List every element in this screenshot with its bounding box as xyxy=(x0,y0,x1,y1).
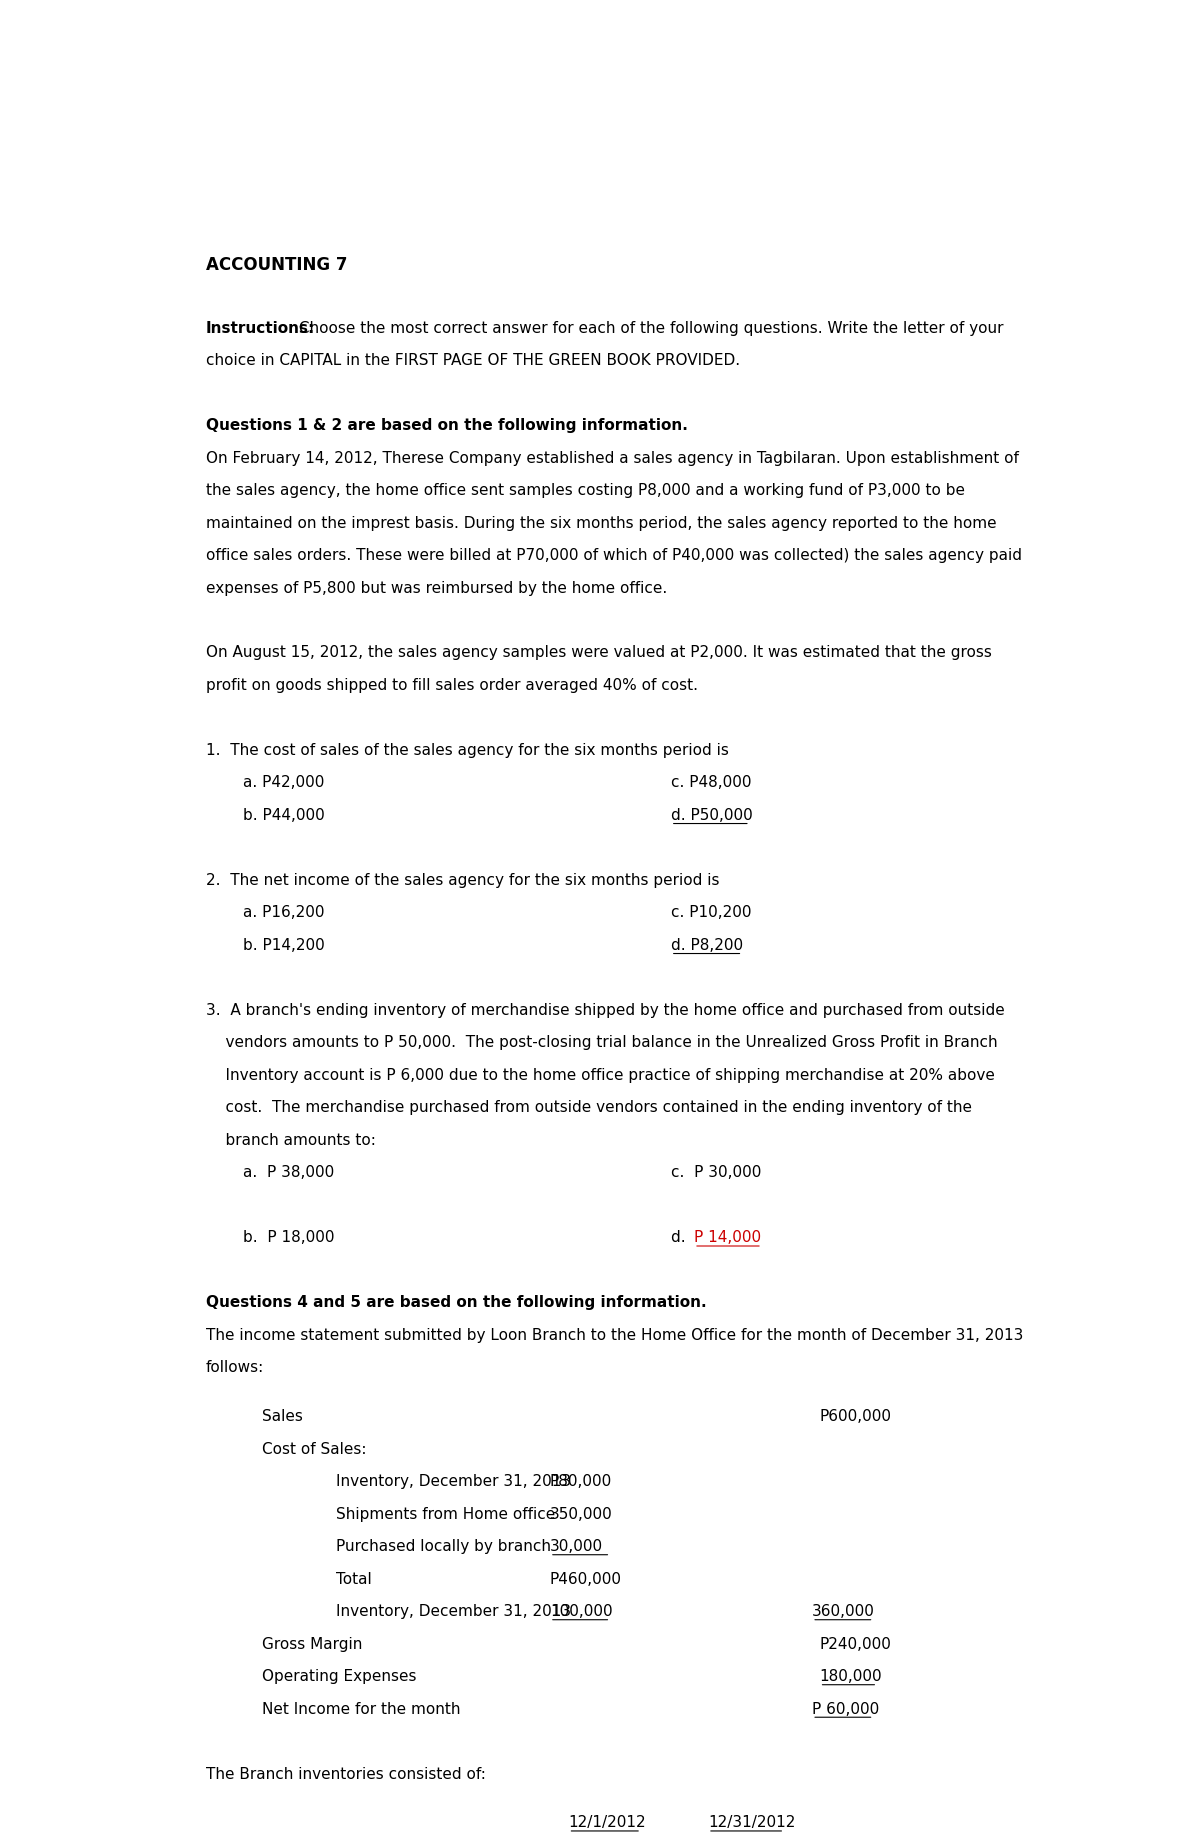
Text: Gross Margin: Gross Margin xyxy=(262,1637,362,1652)
Text: 30,000: 30,000 xyxy=(550,1540,604,1554)
Text: P 14,000: P 14,000 xyxy=(694,1231,761,1246)
Text: a. P42,000: a. P42,000 xyxy=(242,776,324,791)
Text: P 60,000: P 60,000 xyxy=(812,1701,880,1718)
Text: the sales agency, the home office sent samples costing P8,000 and a working fund: the sales agency, the home office sent s… xyxy=(206,483,965,497)
Text: Cost of Sales:: Cost of Sales: xyxy=(262,1442,366,1457)
Text: d.: d. xyxy=(671,1231,695,1246)
Text: P240,000: P240,000 xyxy=(820,1637,892,1652)
Text: vendors amounts to P 50,000.  The post-closing trial balance in the Unrealized G: vendors amounts to P 50,000. The post-cl… xyxy=(206,1035,997,1050)
Text: 180,000: 180,000 xyxy=(820,1670,882,1685)
Text: Inventory, December 31, 2013: Inventory, December 31, 2013 xyxy=(336,1604,571,1618)
Text: 12/1/2012: 12/1/2012 xyxy=(569,1815,646,1831)
Text: ACCOUNTING 7: ACCOUNTING 7 xyxy=(206,255,347,273)
Text: expenses of P5,800 but was reimbursed by the home office.: expenses of P5,800 but was reimbursed by… xyxy=(206,580,667,596)
Text: Net Income for the month: Net Income for the month xyxy=(262,1701,460,1718)
Text: 3.  A branch's ending inventory of merchandise shipped by the home office and pu: 3. A branch's ending inventory of mercha… xyxy=(206,1004,1004,1018)
Text: d. P8,200: d. P8,200 xyxy=(671,938,743,952)
Text: On February 14, 2012, Therese Company established a sales agency in Tagbilaran. : On February 14, 2012, Therese Company es… xyxy=(206,451,1019,466)
Text: branch amounts to:: branch amounts to: xyxy=(206,1132,376,1149)
Text: 360,000: 360,000 xyxy=(812,1604,875,1618)
Text: c. P48,000: c. P48,000 xyxy=(671,776,751,791)
Text: P600,000: P600,000 xyxy=(820,1409,892,1424)
Text: a. P16,200: a. P16,200 xyxy=(242,905,324,921)
Text: Purchased locally by branch: Purchased locally by branch xyxy=(336,1540,551,1554)
Text: Shipments from Home office: Shipments from Home office xyxy=(336,1507,556,1521)
Text: 1.  The cost of sales of the sales agency for the six months period is: 1. The cost of sales of the sales agency… xyxy=(206,743,728,758)
Text: profit on goods shipped to fill sales order averaged 40% of cost.: profit on goods shipped to fill sales or… xyxy=(206,677,698,694)
Text: choice in CAPITAL in the FIRST PAGE OF THE GREEN BOOK PROVIDED.: choice in CAPITAL in the FIRST PAGE OF T… xyxy=(206,352,740,369)
Text: office sales orders. These were billed at P70,000 of which of P40,000 was collec: office sales orders. These were billed a… xyxy=(206,549,1022,563)
Text: cost.  The merchandise purchased from outside vendors contained in the ending in: cost. The merchandise purchased from out… xyxy=(206,1101,972,1116)
Text: 100,000: 100,000 xyxy=(550,1604,612,1618)
Text: P80,000: P80,000 xyxy=(550,1474,612,1490)
Text: The Branch inventories consisted of:: The Branch inventories consisted of: xyxy=(206,1767,486,1782)
Text: b.  P 18,000: b. P 18,000 xyxy=(242,1231,335,1246)
Text: b. P44,000: b. P44,000 xyxy=(242,807,325,822)
Text: Operating Expenses: Operating Expenses xyxy=(262,1670,416,1685)
Text: Inventory, December 31, 2013: Inventory, December 31, 2013 xyxy=(336,1474,571,1490)
Text: Sales: Sales xyxy=(262,1409,302,1424)
Text: On August 15, 2012, the sales agency samples were valued at P2,000. It was estim: On August 15, 2012, the sales agency sam… xyxy=(206,646,991,661)
Text: Questions 4 and 5 are based on the following information.: Questions 4 and 5 are based on the follo… xyxy=(206,1296,707,1310)
Text: The income statement submitted by Loon Branch to the Home Office for the month o: The income statement submitted by Loon B… xyxy=(206,1329,1024,1343)
Text: Instructions:: Instructions: xyxy=(206,321,316,336)
Text: 12/31/2012: 12/31/2012 xyxy=(708,1815,796,1831)
Text: Choose the most correct answer for each of the following questions. Write the le: Choose the most correct answer for each … xyxy=(294,321,1003,336)
Text: Questions 1 & 2 are based on the following information.: Questions 1 & 2 are based on the followi… xyxy=(206,418,688,433)
Text: 350,000: 350,000 xyxy=(550,1507,613,1521)
Text: Total: Total xyxy=(336,1573,372,1587)
Text: a.  P 38,000: a. P 38,000 xyxy=(242,1165,335,1180)
Text: b. P14,200: b. P14,200 xyxy=(242,938,325,952)
Text: follows:: follows: xyxy=(206,1360,264,1376)
Text: 2.  The net income of the sales agency for the six months period is: 2. The net income of the sales agency fo… xyxy=(206,873,719,888)
Text: Inventory account is P 6,000 due to the home office practice of shipping merchan: Inventory account is P 6,000 due to the … xyxy=(206,1068,995,1083)
Text: P460,000: P460,000 xyxy=(550,1573,622,1587)
Text: c. P10,200: c. P10,200 xyxy=(671,905,751,921)
Text: d. P50,000: d. P50,000 xyxy=(671,807,752,822)
Text: maintained on the imprest basis. During the six months period, the sales agency : maintained on the imprest basis. During … xyxy=(206,516,996,530)
Text: c.  P 30,000: c. P 30,000 xyxy=(671,1165,761,1180)
